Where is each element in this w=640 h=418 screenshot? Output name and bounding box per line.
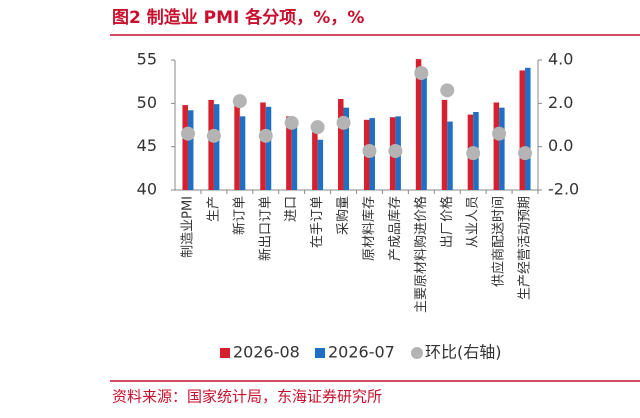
- bar: [493, 102, 500, 190]
- dot: [206, 128, 221, 143]
- bar: [415, 59, 422, 191]
- dot: [336, 115, 351, 130]
- legend-label: 2026-07: [328, 343, 395, 362]
- bar: [286, 116, 292, 190]
- legend-label: 环比(右轴): [425, 343, 502, 362]
- x-tick-label: 制造业PMI: [180, 196, 195, 258]
- dot: [284, 115, 299, 130]
- bar: [343, 107, 350, 190]
- y-tick-label: 55: [137, 50, 157, 69]
- legend-marker: [411, 347, 423, 359]
- y-tick-label: 50: [137, 93, 157, 112]
- legend-label: 2026-08: [233, 343, 300, 362]
- x-tick-label: 新出口订单: [257, 196, 273, 261]
- dot: [518, 146, 533, 161]
- x-tick-label: 主要原材料购进价格: [413, 196, 429, 313]
- legend-marker: [220, 348, 230, 358]
- dot: [362, 144, 377, 158]
- bar: [499, 107, 505, 190]
- x-tick-label: 产成品库存: [387, 196, 403, 261]
- x-tick-label: 出厂价格: [439, 196, 455, 248]
- x-tick-label: 进口: [284, 196, 299, 222]
- x-tick-label: 从业人员: [466, 196, 481, 248]
- x-tick-label: 供应商配送时间: [491, 196, 507, 287]
- dot: [232, 94, 247, 109]
- source: 资料来源：国家统计局，东海证券研究所: [112, 388, 382, 406]
- y2-tick-label: -2.0: [548, 180, 579, 199]
- y2-tick-label: 0.0: [548, 136, 573, 155]
- bar: [265, 106, 272, 190]
- bar: [317, 139, 324, 190]
- x-tick-label: 原材料库存: [361, 196, 377, 261]
- y2-tick-label: 2.0: [548, 93, 573, 112]
- bar: [338, 99, 344, 190]
- x-tick-label: 新订单: [231, 196, 247, 235]
- dot: [388, 144, 403, 158]
- y2-tick-label: 4.0: [548, 50, 573, 69]
- x-tick-label: 在手订单: [310, 196, 325, 248]
- dot: [180, 126, 195, 141]
- dot: [440, 83, 455, 98]
- bar: [291, 119, 298, 190]
- bar: [447, 121, 453, 190]
- bar: [525, 67, 531, 190]
- bar: [213, 104, 220, 190]
- x-tick-label: 采购量: [335, 196, 351, 235]
- dot: [414, 66, 429, 80]
- dot: [492, 126, 507, 141]
- bar: [187, 110, 194, 190]
- bar: [519, 70, 526, 190]
- bar: [239, 116, 246, 190]
- bar: [234, 101, 240, 190]
- dot: [466, 146, 481, 161]
- bar: [182, 105, 188, 190]
- legend-marker: [315, 348, 325, 358]
- bar: [208, 99, 214, 190]
- bar: [421, 70, 427, 190]
- y-tick-label: 40: [137, 180, 157, 199]
- bar: [441, 99, 448, 190]
- dot: [310, 120, 325, 135]
- y-tick-label: 45: [137, 136, 157, 155]
- dot: [258, 128, 273, 143]
- bar: [312, 131, 318, 190]
- x-tick-label: 生产: [206, 196, 221, 222]
- bar: [260, 102, 266, 190]
- x-tick-label: 生产经营活动预期: [518, 196, 533, 300]
- chart-title: 图2 制造业 PMI 各分项，%，%: [112, 7, 364, 28]
